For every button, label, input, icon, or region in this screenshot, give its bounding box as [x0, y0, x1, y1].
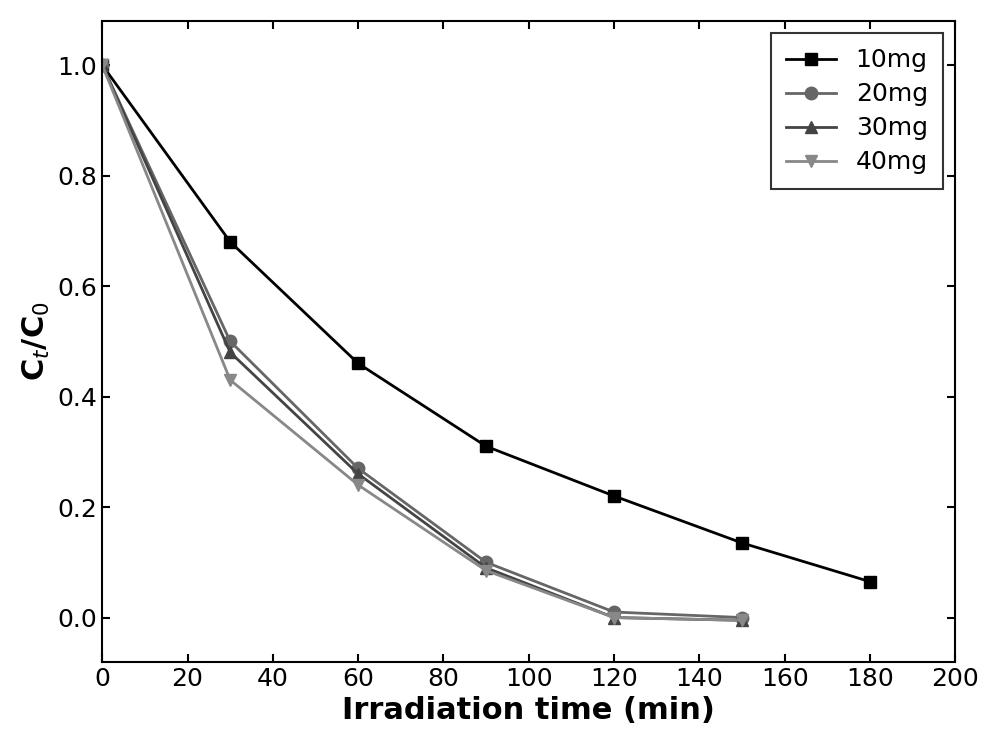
20mg [224, 336, 236, 345]
20mg [480, 558, 492, 567]
Line: 20mg: 20mg [96, 59, 748, 624]
10mg [736, 539, 748, 548]
10mg [96, 60, 108, 69]
X-axis label: Irradiation time (min): Irradiation time (min) [342, 696, 715, 725]
40mg [736, 616, 748, 625]
10mg [224, 237, 236, 246]
30mg [96, 60, 108, 69]
40mg [224, 375, 236, 384]
20mg [96, 60, 108, 69]
20mg [608, 607, 620, 616]
Y-axis label: C$_t$/C$_0$: C$_t$/C$_0$ [21, 301, 52, 381]
30mg [352, 469, 364, 478]
20mg [736, 613, 748, 622]
30mg [736, 616, 748, 625]
10mg [608, 492, 620, 501]
Legend: 10mg, 20mg, 30mg, 40mg: 10mg, 20mg, 30mg, 40mg [771, 34, 943, 189]
Line: 30mg: 30mg [96, 59, 748, 627]
Line: 40mg: 40mg [96, 59, 748, 627]
40mg [352, 480, 364, 489]
10mg [352, 359, 364, 368]
40mg [608, 613, 620, 622]
Line: 10mg: 10mg [96, 59, 876, 588]
10mg [480, 442, 492, 451]
30mg [480, 563, 492, 572]
30mg [224, 348, 236, 357]
10mg [864, 577, 876, 586]
40mg [480, 566, 492, 575]
30mg [608, 613, 620, 622]
40mg [96, 60, 108, 69]
20mg [352, 464, 364, 473]
